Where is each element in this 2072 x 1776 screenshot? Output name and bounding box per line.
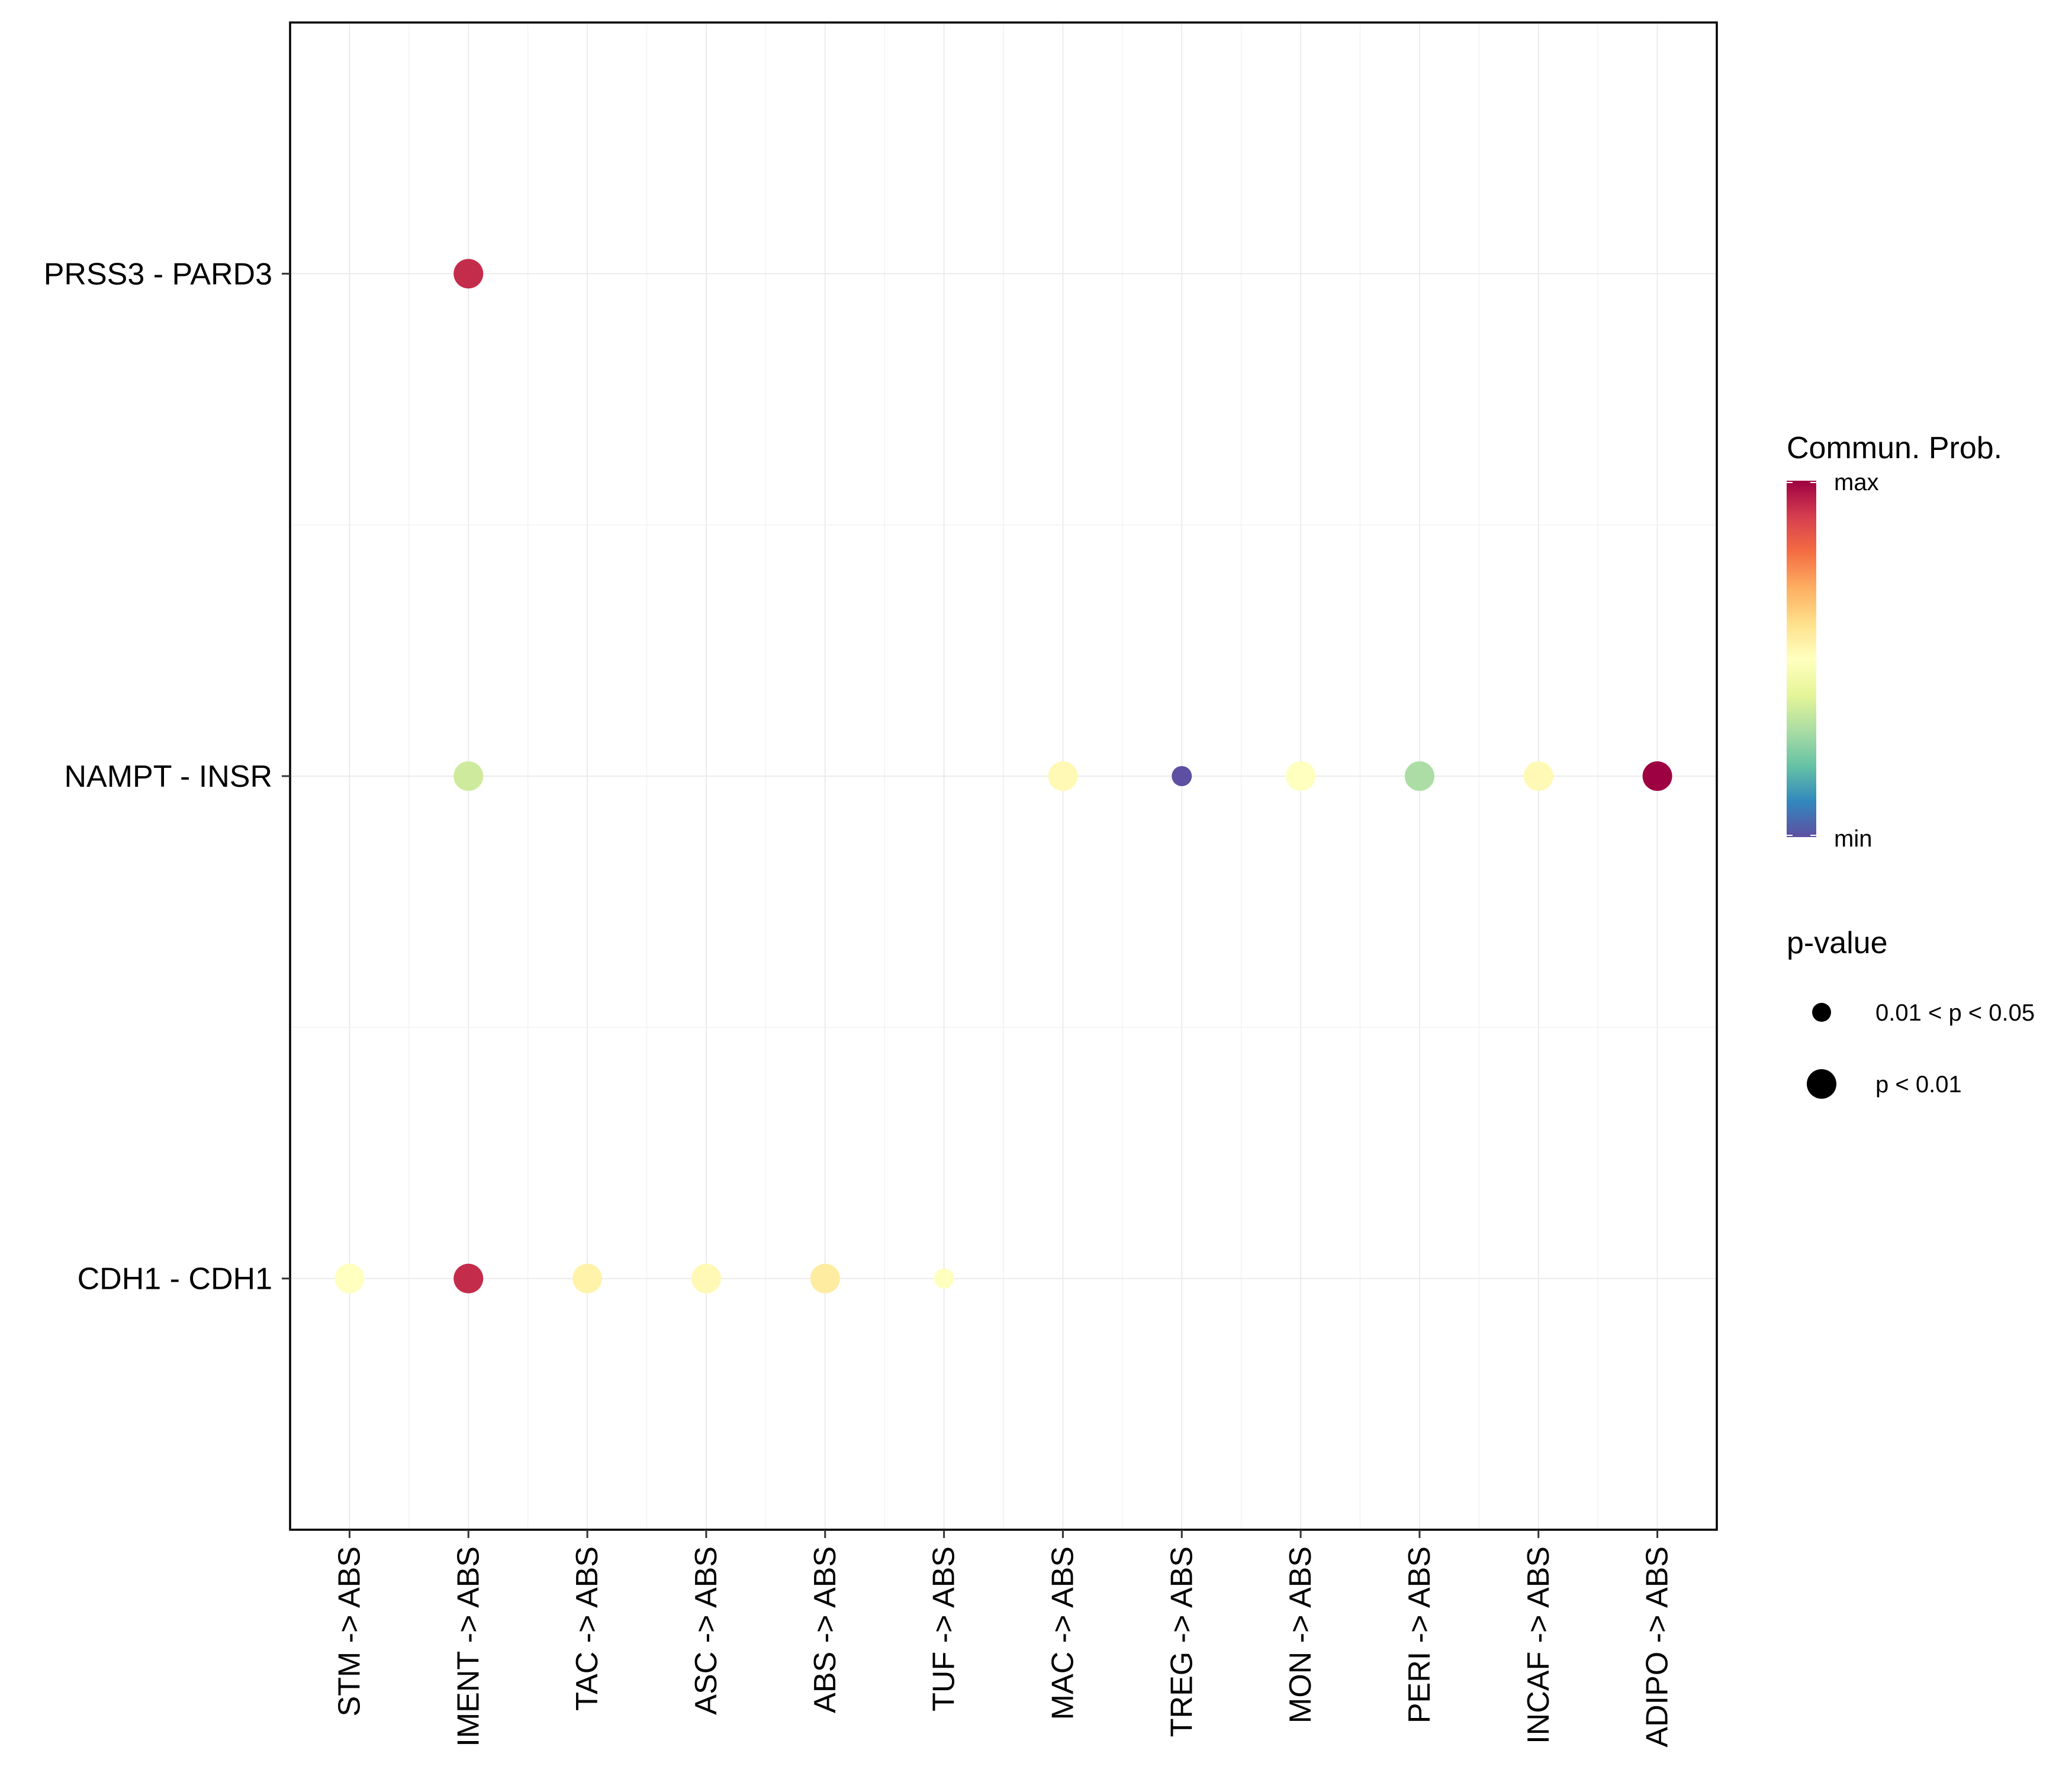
x-tick-label: MON -> ABS <box>1283 1546 1318 1723</box>
data-point <box>1172 766 1192 786</box>
x-tick-label: TUF -> ABS <box>927 1546 961 1711</box>
x-tick-label: TREG -> ABS <box>1164 1546 1199 1737</box>
data-point <box>572 1263 603 1294</box>
x-tick-label: PERI -> ABS <box>1402 1546 1437 1723</box>
color-bar <box>1787 481 1816 837</box>
data-point <box>1048 761 1078 791</box>
y-tick-label: PRSS3 - PARD3 <box>44 257 272 291</box>
x-tick-label: INCAF -> ABS <box>1521 1546 1556 1744</box>
data-points <box>334 259 1672 1294</box>
x-axis: STM -> ABS IMENT -> ABS TAC -> ABS ASC -> A… <box>332 1530 1675 1748</box>
x-tick-label: IMENT -> ABS <box>451 1546 485 1747</box>
color-legend-title: Commun. Prob. <box>1787 431 2002 465</box>
data-point <box>1642 761 1672 791</box>
data-point <box>334 1263 365 1294</box>
size-legend-key-small <box>1812 1003 1831 1022</box>
color-bar-min-label: min <box>1834 826 1872 852</box>
size-legend-title: p-value <box>1787 926 1888 960</box>
x-tick-label: MAC -> ABS <box>1045 1546 1080 1720</box>
x-tick-label: ADIPO -> ABS <box>1640 1546 1675 1748</box>
data-point <box>453 1263 484 1294</box>
data-point <box>1286 761 1316 791</box>
legend: Commun. Prob. max min p-value 0.01 < p <… <box>1787 431 2035 1099</box>
data-point <box>1404 761 1434 791</box>
y-axis: PRSS3 - PARD3 NAMPT - INSR CDH1 - CDH1 <box>44 257 290 1296</box>
color-bar-max-label: max <box>1834 469 1879 496</box>
data-point <box>691 1263 721 1294</box>
x-tick-label: STM -> ABS <box>332 1546 366 1717</box>
data-point <box>453 259 484 289</box>
y-tick-label: NAMPT - INSR <box>64 760 272 794</box>
size-legend-label-large: p < 0.01 <box>1875 1072 1962 1098</box>
y-tick-label: CDH1 - CDH1 <box>78 1262 272 1296</box>
x-tick-label: TAC -> ABS <box>570 1546 604 1711</box>
size-legend-key-large <box>1807 1069 1836 1099</box>
x-tick-label: ASC -> ABS <box>689 1546 723 1715</box>
data-point <box>810 1263 840 1294</box>
data-point <box>934 1268 954 1289</box>
x-tick-label: ABS -> ABS <box>808 1546 842 1713</box>
data-point <box>453 761 484 791</box>
size-legend-label-small: 0.01 < p < 0.05 <box>1875 1000 2035 1026</box>
data-point <box>1523 761 1553 791</box>
